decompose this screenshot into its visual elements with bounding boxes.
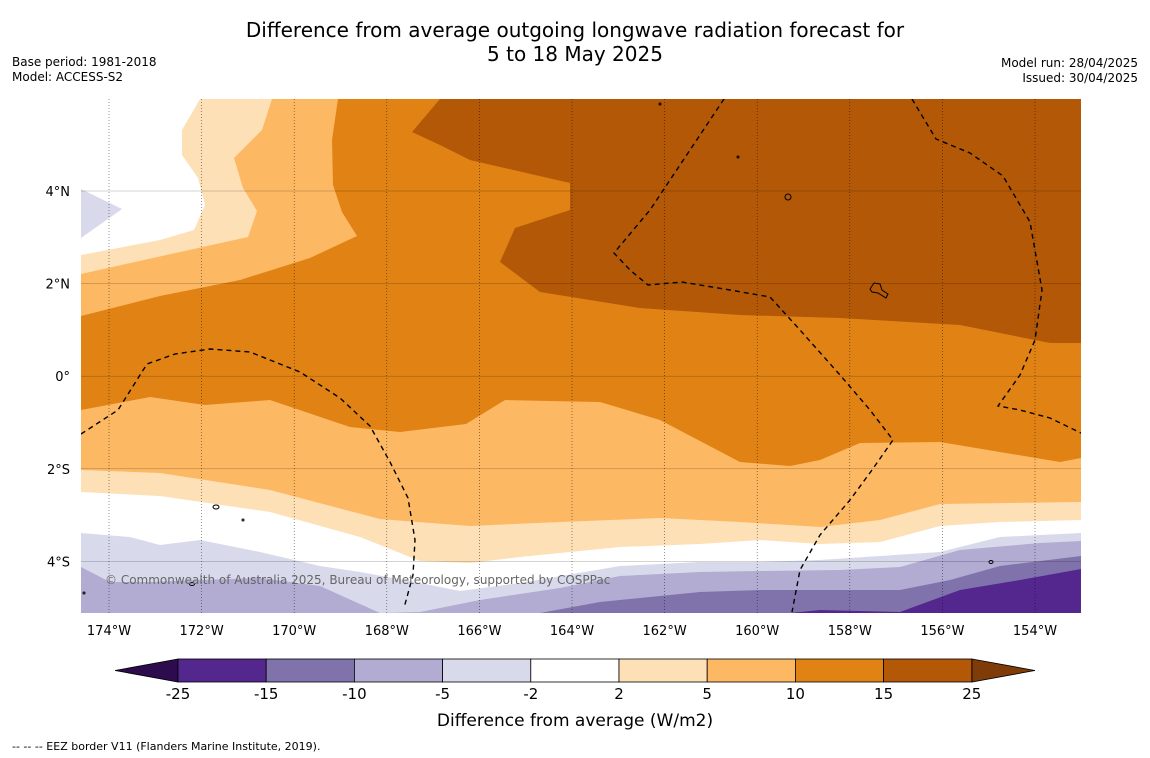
colorbar: -25 -15 -10 -5 -2 2 5 10 15 25 Difference from av… xyxy=(114,658,1036,731)
island-2 xyxy=(869,282,889,299)
eez-borders xyxy=(81,99,1081,613)
eez-border-west xyxy=(81,348,416,609)
lon-tick-label: 172°W xyxy=(180,624,224,639)
band-15-25 xyxy=(412,99,1081,343)
colorbar-extend-high xyxy=(971,658,1036,683)
colorbar-box xyxy=(530,658,620,683)
colorbar-box xyxy=(618,658,708,683)
island-7 xyxy=(658,102,662,106)
colorbar-box xyxy=(265,658,355,683)
island-3 xyxy=(212,504,220,510)
map-title: Difference from average outgoing longwav… xyxy=(0,18,1150,66)
band-neg25-neg15-south xyxy=(790,569,1081,613)
map-figure: © Commonwealth of Australia 2025, Bureau… xyxy=(46,99,1081,731)
colorbar-level-label: -2 xyxy=(523,685,538,703)
issued-date: Issued: 30/04/2025 xyxy=(1022,71,1138,85)
colorbar-boxes xyxy=(177,658,973,683)
lon-tick-label: 170°W xyxy=(272,624,316,639)
title-line-1: Difference from average outgoing longwav… xyxy=(245,18,905,42)
colorbar-box xyxy=(706,658,796,683)
lon-tick-label: 162°W xyxy=(643,624,687,639)
model-name: Model: ACCESS-S2 xyxy=(12,70,124,84)
island-6 xyxy=(736,155,740,159)
lat-tick-label: 0° xyxy=(55,370,70,385)
longitude-ticks: 174°W 172°W 170°W 168°W 166°W 164°W 162°W 160°W… xyxy=(87,624,1057,639)
colorbar-level-label: 25 xyxy=(962,685,981,703)
colorbar-title: Difference from average (W/m2) xyxy=(437,711,713,731)
colorbar-box xyxy=(353,658,443,683)
lon-tick-label: 160°W xyxy=(735,624,779,639)
colorbar-level-label: -25 xyxy=(166,685,191,703)
model-run: Model run: 28/04/2025 xyxy=(1000,56,1138,70)
meta-right: Model run: 28/04/2025 Issued: 30/04/2025 xyxy=(1001,56,1138,86)
latitude-ticks: 4°N 2°N 0° 2°S 4°S xyxy=(46,185,71,570)
lon-tick-label: 168°W xyxy=(365,624,409,639)
island-5 xyxy=(988,560,994,564)
lat-tick-label: 2°S xyxy=(47,463,70,478)
copyright-text: © Commonwealth of Australia 2025, Bureau… xyxy=(105,573,610,587)
band-neg2-2-north xyxy=(81,99,205,255)
colorbar-box xyxy=(795,658,885,683)
island-1 xyxy=(784,193,792,201)
lon-tick-label: 154°W xyxy=(1013,624,1057,639)
lat-tick-label: 4°N xyxy=(46,185,71,200)
lon-tick-label: 166°W xyxy=(457,624,501,639)
colorbar-level-label: -10 xyxy=(342,685,367,703)
lat-tick-label: 4°S xyxy=(47,555,70,570)
colorbar-extend-low xyxy=(114,658,179,683)
island-8 xyxy=(241,518,245,522)
islands xyxy=(82,102,994,595)
colorbar-level-label: 15 xyxy=(874,685,893,703)
colorbar-level-label: -15 xyxy=(254,685,279,703)
base-period: Base period: 1981-2018 xyxy=(12,55,157,69)
colorbar-level-label: 2 xyxy=(614,685,624,703)
colorbar-level-label: -5 xyxy=(435,685,450,703)
map-area: © Commonwealth of Australia 2025, Bureau… xyxy=(81,99,1081,613)
colorbar-level-label: 5 xyxy=(702,685,712,703)
eez-border-central xyxy=(613,99,894,613)
island-4 xyxy=(189,582,195,586)
lon-tick-label: 164°W xyxy=(550,624,594,639)
title-line-2: 5 to 18 May 2025 xyxy=(487,42,663,66)
colorbar-box xyxy=(442,658,532,683)
lon-tick-label: 158°W xyxy=(828,624,872,639)
graticule xyxy=(81,99,1081,613)
colorbar-level-label: 10 xyxy=(786,685,805,703)
colorbar-box xyxy=(883,658,973,683)
lat-tick-label: 2°N xyxy=(46,278,71,293)
island-9 xyxy=(82,591,86,595)
eez-footnote: -- -- -- EEZ border V11 (Flanders Marine… xyxy=(12,740,321,753)
lon-tick-label: 174°W xyxy=(87,624,131,639)
eez-border-east xyxy=(911,99,1081,434)
colorbar-labels: -25 -15 -10 -5 -2 2 5 10 15 25 xyxy=(166,685,982,703)
band-neg5-neg2-north xyxy=(81,189,122,238)
lon-tick-label: 156°W xyxy=(920,624,964,639)
colorbar-box xyxy=(177,658,267,683)
meta-left: Base period: 1981-2018 Model: ACCESS-S2 xyxy=(12,55,157,85)
